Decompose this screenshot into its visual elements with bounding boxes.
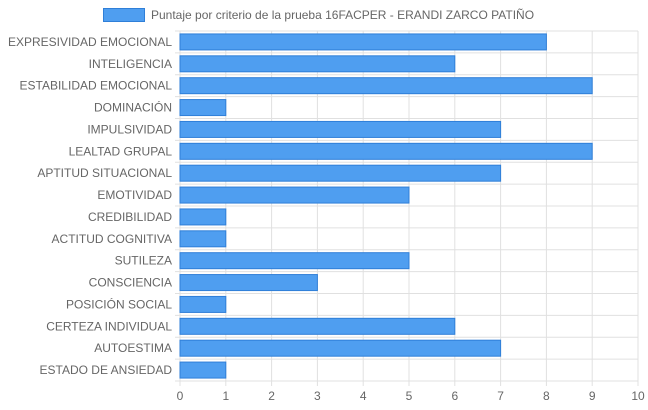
category-label: CREDIBILIDAD [88,210,172,224]
bar [179,77,593,95]
category-label: DOMINACIÓN [94,100,172,115]
bar [179,295,227,313]
category-label: EXPRESIVIDAD EMOCIONAL [8,35,172,49]
x-tick-label: 6 [451,389,458,403]
category-label: EMOTIVIDAD [97,188,172,202]
x-tick-label: 3 [314,389,321,403]
bar [179,33,547,51]
category-label: IMPULSIVIDAD [87,122,172,136]
category-label: ACTITUD COGNITIVA [52,232,172,246]
x-tick-label: 8 [543,389,550,403]
bar [179,120,502,138]
x-tick-label: 1 [222,389,229,403]
x-tick-label: 0 [177,389,184,403]
category-label: CONSCIENCIA [89,276,172,290]
bar [179,274,318,292]
x-tick-label: 4 [360,389,367,403]
category-label: LEALTAD GRUPAL [69,144,173,158]
bar [179,142,593,160]
legend-swatch [103,8,145,22]
bar [179,164,502,182]
bar [179,230,227,248]
x-tick-label: 7 [497,389,504,403]
category-label: CERTEZA INDIVIDUAL [46,319,172,333]
legend-label: Puntaje por criterio de la prueba 16FACP… [151,8,535,22]
bar [179,208,227,226]
category-label: INTELIGENCIA [89,57,172,71]
category-label: APTITUD SITUACIONAL [37,166,172,180]
category-label: ESTABILIDAD EMOCIONAL [20,79,173,93]
chart-legend[interactable]: Puntaje por criterio de la prueba 16FACP… [103,6,534,24]
bar [179,55,456,73]
bar [179,317,456,335]
bar [179,186,410,204]
bar [179,252,410,270]
category-label: AUTOESTIMA [94,341,172,355]
category-label: POSICIÓN SOCIAL [66,296,172,311]
x-tick-label: 10 [631,389,645,403]
bar [179,361,227,379]
x-tick-label: 2 [268,389,275,403]
bar [179,339,502,357]
category-label: ESTADO DE ANSIEDAD [40,363,173,377]
category-label: SUTILEZA [115,254,172,268]
x-tick-label: 5 [406,389,413,403]
x-tick-label: 9 [589,389,596,403]
bar [179,99,227,117]
